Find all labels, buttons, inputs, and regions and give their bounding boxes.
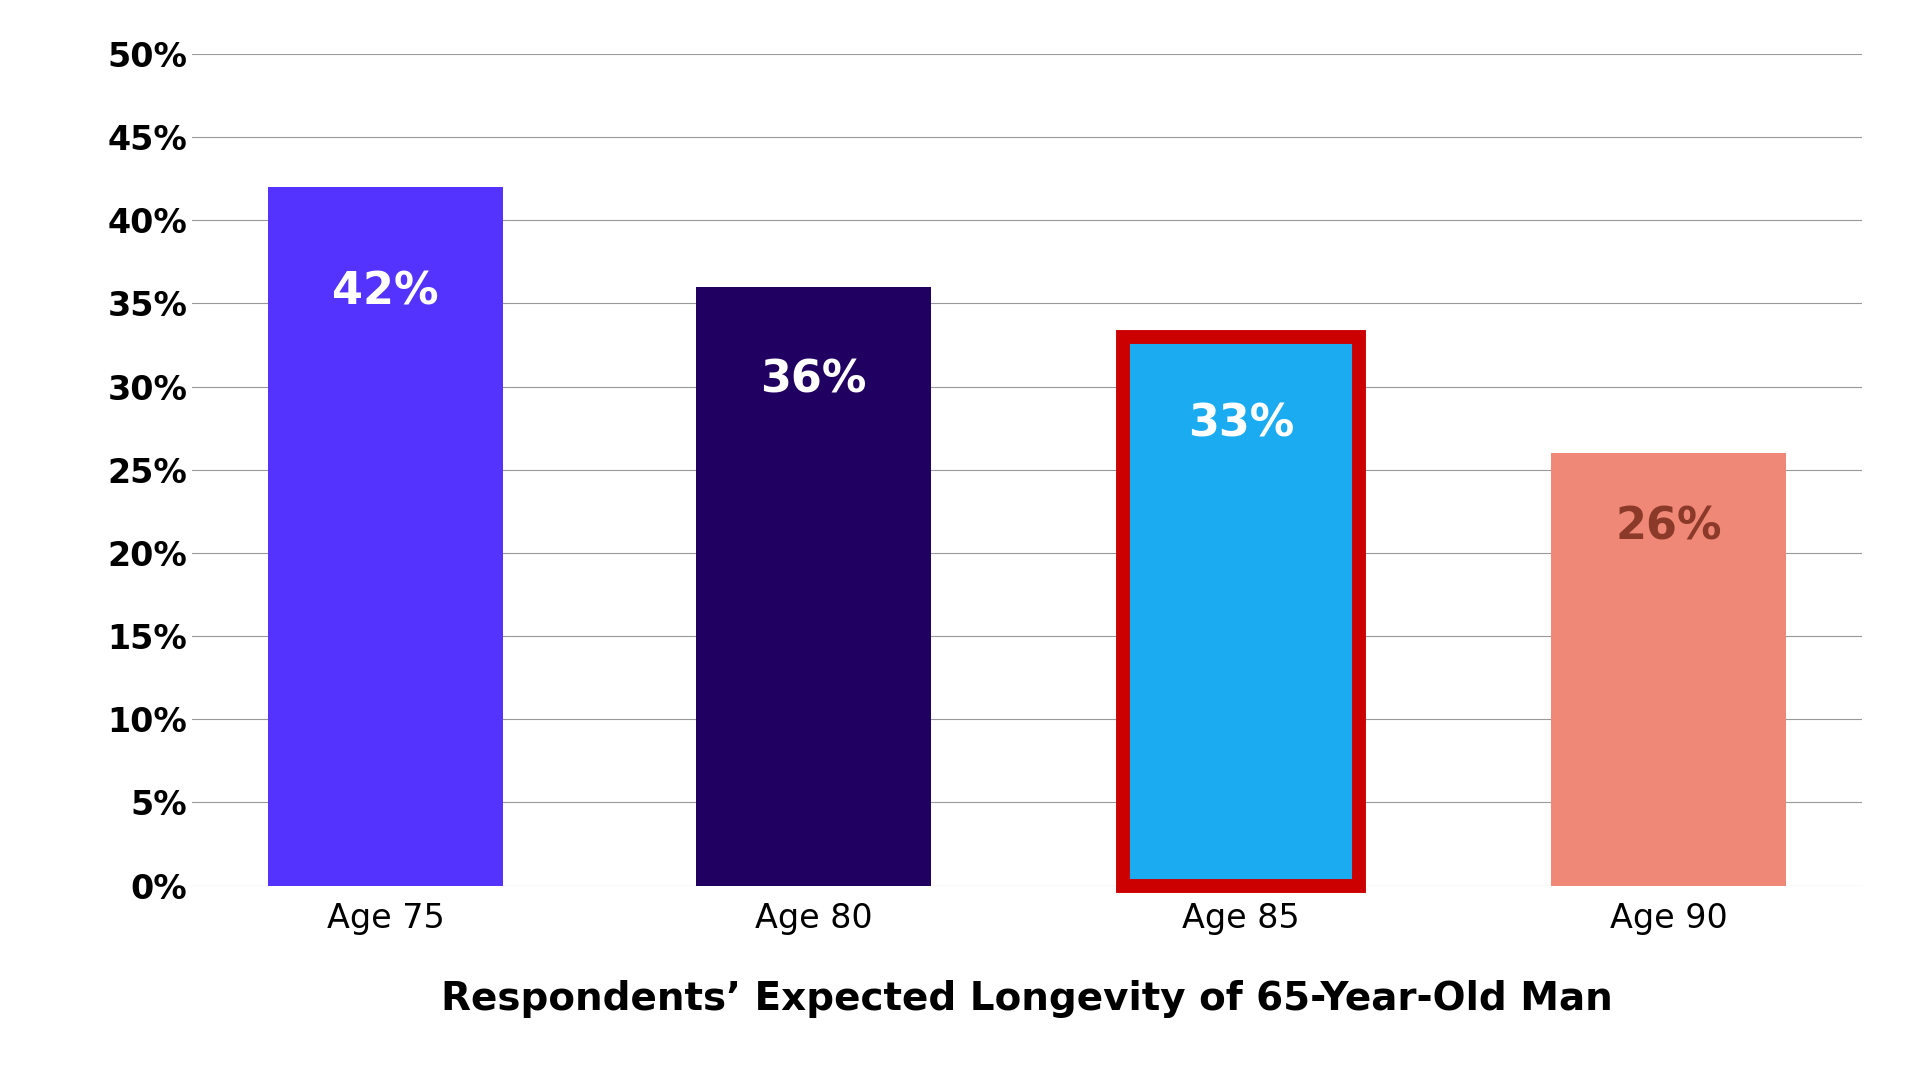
Text: 26%: 26% [1615, 505, 1722, 548]
Bar [269, 187, 503, 886]
Text: 36%: 36% [760, 359, 866, 402]
Text: 33%: 33% [1188, 403, 1294, 446]
X-axis label: Respondents’ Expected Longevity of 65-Year-Old Man: Respondents’ Expected Longevity of 65-Ye… [442, 980, 1613, 1017]
Bar [695, 287, 931, 886]
Bar [1123, 337, 1359, 886]
Bar [1551, 454, 1786, 886]
Text: 42%: 42% [332, 271, 440, 314]
Bar [1123, 337, 1359, 886]
